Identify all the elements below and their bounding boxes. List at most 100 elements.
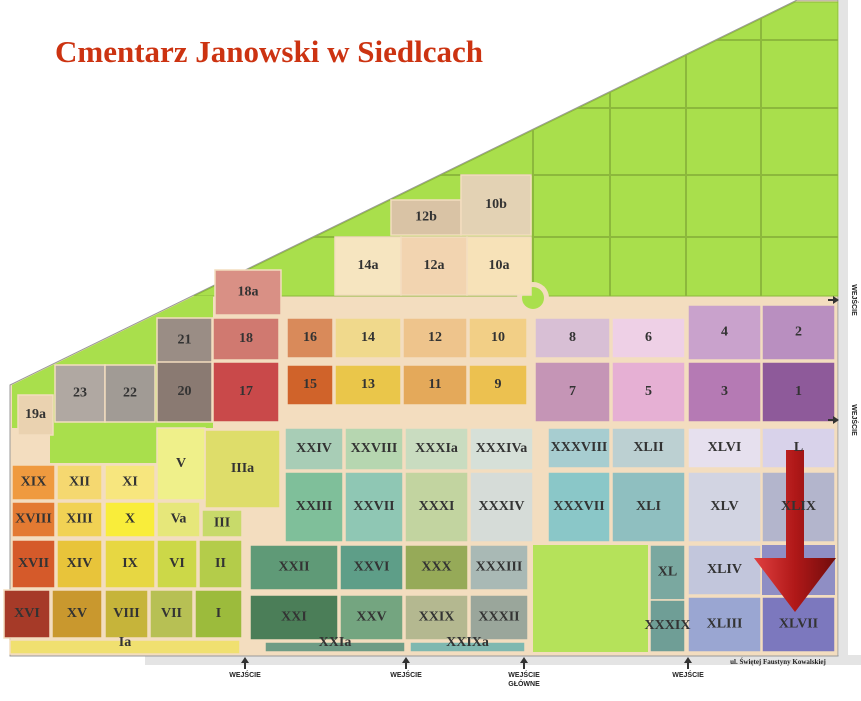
- section: [547, 427, 611, 469]
- section-label: 13: [361, 377, 375, 392]
- section: [761, 304, 836, 361]
- section: [404, 427, 469, 471]
- section-label: VII: [161, 606, 182, 621]
- section: [687, 471, 762, 543]
- section: [156, 361, 213, 423]
- section-label: XVIII: [15, 512, 52, 527]
- entrance-label: WEJŚCIE: [390, 670, 422, 679]
- section: [156, 317, 213, 364]
- section: [402, 364, 468, 406]
- green-area: [193, 1, 839, 297]
- section-label: XLVI: [708, 440, 742, 455]
- section: [547, 471, 611, 543]
- section-label: 10a: [489, 258, 510, 273]
- section-label: XXX: [421, 560, 451, 575]
- section-label: 20: [178, 384, 192, 399]
- section: [201, 509, 243, 538]
- section-label: 12a: [424, 258, 445, 273]
- section-label: 14: [361, 330, 375, 345]
- section-label: 15: [303, 377, 317, 392]
- section: [468, 364, 528, 406]
- section: [212, 361, 280, 423]
- section-label: 12: [428, 330, 442, 345]
- section-label: XLI: [636, 499, 661, 514]
- section: [56, 501, 103, 538]
- section: [104, 501, 156, 538]
- entrance-label: WEJŚCIE: [850, 404, 859, 436]
- section-label: VI: [169, 556, 185, 571]
- section-label: XXXVII: [553, 499, 604, 514]
- section-label: XVI: [14, 606, 40, 621]
- section: [194, 589, 243, 639]
- section-label: XLIII: [707, 617, 743, 632]
- section: [104, 464, 156, 501]
- section-label: 21: [178, 333, 192, 348]
- section-label: XLII: [633, 440, 663, 455]
- section: [761, 361, 836, 423]
- green-area: [50, 428, 157, 463]
- section: [400, 236, 468, 296]
- section-label: 10: [491, 330, 505, 345]
- section-label: 7: [569, 384, 576, 399]
- section: [284, 427, 344, 471]
- section: [9, 639, 241, 655]
- section: [469, 427, 534, 471]
- section: [56, 539, 103, 589]
- section-label: XLVII: [779, 617, 818, 632]
- section: [104, 589, 149, 639]
- section: [104, 539, 156, 589]
- section: [156, 501, 201, 538]
- section-label: 12b: [415, 210, 437, 225]
- section-label: 18: [239, 331, 253, 346]
- section: [534, 317, 611, 359]
- section: [611, 361, 686, 423]
- section: [649, 544, 686, 601]
- section-label: XLV: [710, 499, 738, 514]
- section: [156, 427, 206, 501]
- section-label: XXXI: [419, 499, 455, 514]
- section-label: XXXIV: [479, 499, 525, 514]
- section: [286, 364, 334, 406]
- entrance-label: WEJŚCIE: [672, 670, 704, 679]
- section: [409, 641, 526, 653]
- section: [611, 427, 686, 469]
- section-label: XLIX: [781, 499, 816, 514]
- section-label: 10b: [485, 197, 507, 212]
- entrance-arrow: [520, 657, 528, 669]
- section-label: IX: [122, 556, 138, 571]
- section: [469, 544, 529, 591]
- section: [249, 594, 339, 641]
- section: [611, 317, 686, 359]
- section-label: XXXIa: [415, 441, 458, 456]
- section: [339, 544, 404, 591]
- section-label: Va: [171, 512, 187, 527]
- section-label: XVII: [18, 556, 49, 571]
- entrance-label: WEJŚCIE: [229, 670, 261, 679]
- section: [390, 199, 462, 236]
- section: [334, 364, 402, 406]
- section: [56, 464, 103, 501]
- section-label: 16: [303, 330, 317, 345]
- section-label: III: [214, 516, 230, 531]
- section-label: 8: [569, 330, 576, 345]
- section: [404, 544, 469, 591]
- section: [468, 317, 528, 359]
- section: [334, 317, 402, 359]
- section-label: XIII: [66, 512, 92, 527]
- section-label: XXI: [281, 610, 307, 625]
- section: [249, 544, 339, 591]
- section: [17, 394, 54, 436]
- section: [284, 471, 344, 543]
- section-label: 5: [645, 384, 652, 399]
- section-label: 11: [428, 377, 441, 392]
- section-label: XXVII: [353, 499, 394, 514]
- section-label: Ia: [119, 635, 131, 650]
- section: [3, 589, 51, 639]
- section-label: I: [216, 606, 221, 621]
- section: [212, 317, 280, 361]
- section-label: 3: [721, 384, 728, 399]
- section: [286, 317, 334, 359]
- section-label: XXXVIII: [551, 440, 608, 455]
- section: [469, 594, 529, 641]
